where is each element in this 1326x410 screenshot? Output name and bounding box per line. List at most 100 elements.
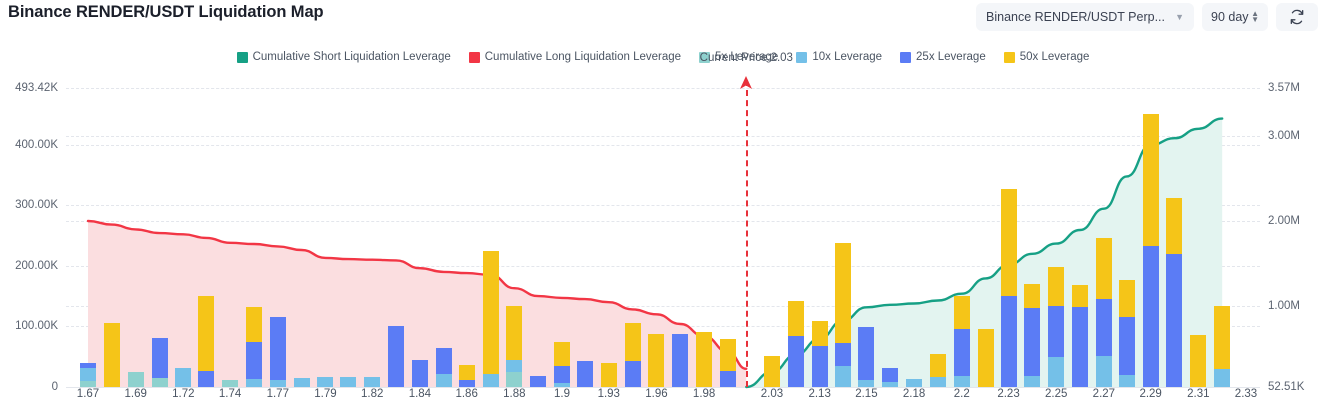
bar-segment-x10 bbox=[906, 378, 923, 387]
bar-segment-x10 bbox=[80, 368, 96, 381]
x-axis-tick: 1.86 bbox=[455, 388, 478, 400]
bar-segment-x25 bbox=[1166, 253, 1183, 387]
refresh-button[interactable] bbox=[1276, 3, 1318, 31]
bar-segment-x50 bbox=[811, 320, 828, 347]
bar-segment-x10 bbox=[317, 377, 334, 387]
bar-segment-x25 bbox=[435, 348, 452, 374]
grid-line bbox=[66, 265, 1260, 267]
legend-swatch-icon bbox=[236, 51, 248, 63]
liquidation-bar[interactable] bbox=[151, 337, 168, 387]
x-axis-tick: 1.93 bbox=[597, 388, 620, 400]
bar-segment-x25 bbox=[411, 360, 428, 387]
bar-segment-x25 bbox=[1000, 296, 1017, 387]
liquidation-bar[interactable] bbox=[1048, 267, 1065, 387]
bar-segment-x50 bbox=[458, 364, 475, 381]
liquidation-bar[interactable] bbox=[1095, 237, 1112, 387]
bar-segment-x25 bbox=[530, 376, 547, 387]
liquidation-bar[interactable] bbox=[245, 307, 262, 387]
liquidation-bar[interactable] bbox=[458, 364, 475, 387]
liquidation-bar[interactable] bbox=[293, 377, 310, 387]
bar-segment-x25 bbox=[882, 368, 899, 383]
liquidation-bar[interactable] bbox=[1024, 284, 1041, 387]
liquidation-bar[interactable] bbox=[198, 295, 215, 387]
page-title: Binance RENDER/USDT Liquidation Map bbox=[8, 3, 324, 21]
liquidation-bar[interactable] bbox=[811, 320, 828, 387]
legend-item-2[interactable]: Cumulative Long Liquidation Leverage bbox=[468, 51, 681, 63]
x-axis-tick: 1.84 bbox=[408, 388, 432, 400]
y-axis-left-tick: 100.00K bbox=[15, 320, 58, 333]
bar-segment-x25 bbox=[834, 342, 851, 366]
liquidation-bar[interactable] bbox=[576, 360, 593, 387]
chart-plot-area: 0 100.00K 200.00K 300.00K 400.00K 493.42K 52.… bbox=[0, 52, 1326, 410]
bar-segment-x25 bbox=[1072, 307, 1089, 387]
x-axis-tick: 1.67 bbox=[76, 388, 100, 400]
bar-segment-x50 bbox=[1048, 267, 1065, 307]
bar-segment-x50 bbox=[696, 332, 713, 387]
liquidation-bar[interactable] bbox=[530, 376, 547, 387]
y-axis-right-tick: 3.00M bbox=[1268, 130, 1300, 143]
liquidation-bar[interactable] bbox=[763, 355, 780, 387]
liquidation-bar[interactable] bbox=[858, 327, 875, 387]
liquidation-bar[interactable] bbox=[1142, 114, 1159, 387]
liquidation-bar[interactable] bbox=[482, 251, 499, 387]
bar-segment-x50 bbox=[787, 300, 804, 336]
period-select[interactable]: 90 day ▲ ▼ bbox=[1202, 3, 1268, 31]
liquidation-bar[interactable] bbox=[1118, 280, 1135, 387]
liquidation-bar[interactable] bbox=[175, 368, 192, 387]
liquidation-bar[interactable] bbox=[1190, 334, 1207, 387]
y-axis-right-tick: 3.57M bbox=[1268, 82, 1300, 94]
liquidation-bar[interactable] bbox=[977, 328, 994, 387]
liquidation-bar[interactable] bbox=[1072, 284, 1089, 387]
bar-segment-x50 bbox=[1072, 284, 1089, 308]
liquidation-bar[interactable] bbox=[388, 325, 405, 387]
liquidation-bar[interactable] bbox=[364, 376, 381, 387]
bar-segment-x10 bbox=[175, 368, 192, 387]
liquidation-bar[interactable] bbox=[435, 348, 452, 387]
liquidation-bar[interactable] bbox=[929, 353, 946, 387]
liquidation-bar[interactable] bbox=[222, 380, 239, 387]
bar-segment-x25 bbox=[388, 325, 405, 387]
bar-segment-x5 bbox=[506, 372, 523, 387]
liquidation-bar[interactable] bbox=[672, 333, 689, 387]
liquidation-bar[interactable] bbox=[1214, 306, 1231, 387]
liquidation-bar[interactable] bbox=[696, 332, 713, 387]
liquidation-bar[interactable] bbox=[506, 306, 523, 387]
liquidation-bar[interactable] bbox=[648, 333, 665, 387]
liquidation-bar[interactable] bbox=[953, 295, 970, 387]
legend-item-3[interactable]: 5x Leverage bbox=[699, 51, 778, 63]
bar-segment-x25 bbox=[269, 317, 286, 380]
liquidation-bar[interactable] bbox=[411, 360, 428, 387]
bar-segment-x25 bbox=[953, 329, 970, 376]
bar-segment-x25 bbox=[80, 362, 96, 369]
x-axis-tick: 2.33 bbox=[1234, 388, 1258, 400]
legend-item-4[interactable]: 10x Leverage bbox=[796, 51, 882, 63]
legend-item-6[interactable]: 50x Leverage bbox=[1003, 51, 1089, 63]
liquidation-bar[interactable] bbox=[127, 371, 144, 387]
liquidation-bar[interactable] bbox=[340, 376, 357, 387]
legend-swatch-icon bbox=[900, 51, 912, 63]
liquidation-bar[interactable] bbox=[269, 317, 286, 387]
liquidation-bar[interactable] bbox=[906, 378, 923, 387]
symbol-select[interactable]: Binance RENDER/USDT Perp... ▼ bbox=[976, 3, 1194, 31]
bar-segment-x10 bbox=[1024, 376, 1041, 387]
bar-segment-x10 bbox=[245, 378, 262, 387]
liquidation-bar[interactable] bbox=[882, 368, 899, 387]
liquidation-bar[interactable] bbox=[834, 242, 851, 387]
liquidation-bar[interactable] bbox=[600, 363, 617, 387]
liquidation-bar[interactable] bbox=[103, 322, 120, 387]
liquidation-bar[interactable] bbox=[317, 377, 334, 387]
liquidation-bar[interactable] bbox=[1166, 197, 1183, 387]
liquidation-bar[interactable] bbox=[1000, 189, 1017, 387]
liquidation-bar[interactable] bbox=[624, 322, 641, 387]
x-axis-tick: 2.2 bbox=[953, 388, 970, 400]
liquidation-bar[interactable] bbox=[719, 338, 736, 387]
liquidation-bar[interactable] bbox=[787, 300, 804, 387]
legend-item-5[interactable]: 25x Leverage bbox=[900, 51, 986, 63]
liquidation-bar[interactable] bbox=[80, 362, 96, 387]
bar-segment-x50 bbox=[648, 333, 665, 387]
legend-item-1[interactable]: Cumulative Short Liquidation Leverage bbox=[236, 51, 451, 63]
bar-segment-x25 bbox=[576, 360, 593, 387]
liquidation-bar[interactable] bbox=[554, 342, 571, 387]
y-axis-left-tick: 300.00K bbox=[15, 199, 58, 212]
bar-segment-x25 bbox=[1142, 245, 1159, 387]
